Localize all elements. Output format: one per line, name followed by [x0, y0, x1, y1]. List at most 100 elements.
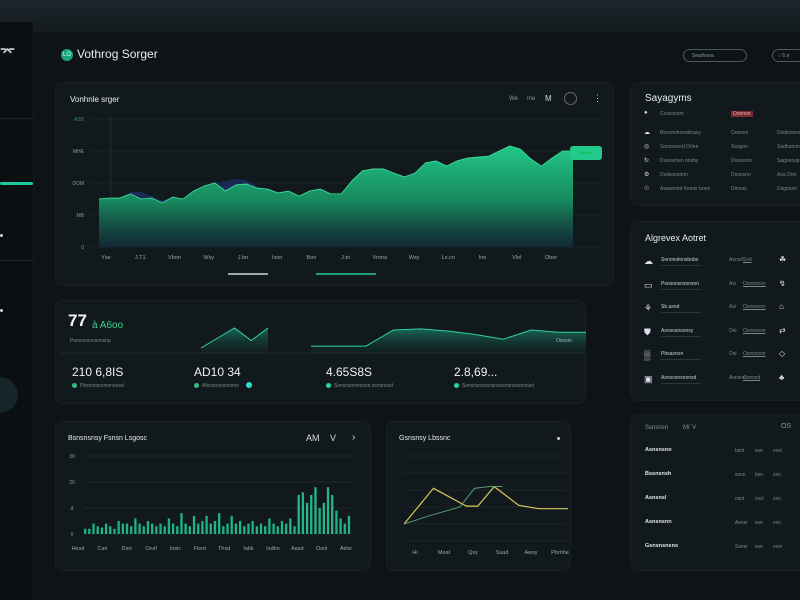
- bar: [125, 523, 129, 534]
- search-circle-icon[interactable]: [564, 92, 577, 105]
- bar: [163, 526, 166, 534]
- sidebar-logo-icon[interactable]: ⌤: [0, 44, 15, 59]
- agent-icon: ▭: [644, 279, 653, 290]
- x-tick-label: Hesd: [72, 546, 85, 552]
- table-header-filter[interactable]: Mi’ V: [683, 425, 697, 431]
- agent-name: Psnsonsnsonsnn: [661, 280, 700, 287]
- agent-row[interactable]: ▣ Asnsosnsnonsd Asnsno Osnsnd ♣: [631, 372, 800, 394]
- agent-row[interactable]: ⛊ Asnsosnsonsy Osi Osnsonsn ⇄: [631, 325, 800, 347]
- bar-range-am[interactable]: AM: [306, 433, 320, 443]
- x-tick-label: Pbrnhe: [551, 550, 569, 556]
- agent-row[interactable]: ▭ Psnsonsnsonsnn Asi Osnsonon ↯: [631, 278, 800, 300]
- agent-tag[interactable]: Osnsonon: [743, 304, 766, 310]
- table-cell-name: Bssnsnsh: [645, 471, 672, 477]
- agent-row[interactable]: ⚘ Sb.asnd Asi Osnsonon ⌂: [631, 302, 800, 323]
- bar: [297, 495, 300, 534]
- agent-action-icon[interactable]: ⌂: [779, 302, 784, 311]
- system-name: Snosssnod Orlon: [660, 144, 699, 150]
- agent-action-icon[interactable]: ⇄: [779, 325, 786, 335]
- bar: [272, 523, 275, 534]
- main-chart-card: Vonhnle srger We Ine M ⋮ 0 MB DOM MHE ASB Yse…: [55, 82, 614, 286]
- agent-name: Pbsasnon: [661, 351, 684, 357]
- agent-tag[interactable]: Osnsonon: [743, 280, 766, 287]
- agent-icon: ☁: [644, 256, 653, 266]
- range-button-we[interactable]: We: [509, 96, 518, 102]
- x-tick-label: Ssad: [496, 550, 509, 556]
- x-tick-label: Dsrt: [122, 546, 133, 552]
- kpi-headline-sub: à A6oo: [92, 320, 124, 331]
- cloud-icon: ☁: [644, 130, 650, 136]
- search-input[interactable]: Searhnea: [683, 49, 747, 62]
- table-cell: vssl: [755, 496, 764, 502]
- x-tick-label: J.T1: [135, 255, 146, 261]
- sidebar-item-active[interactable]: [0, 182, 33, 185]
- bar-range-v[interactable]: V: [330, 433, 337, 443]
- bar: [192, 515, 196, 534]
- agent-tag[interactable]: Osnsonsn: [743, 327, 766, 334]
- kpi-headline-caption: Pasnsnsonsnnsnp: [70, 338, 111, 344]
- agent-tag[interactable]: Ssd: [743, 257, 752, 263]
- bar: [205, 515, 208, 534]
- agent-action-icon[interactable]: ◇: [779, 349, 786, 358]
- table-row[interactable]: Asnsnsl osnt vssl ssn: [631, 495, 800, 507]
- kpi-item[interactable]: 210 6,8IS Pbsnsnsnonsnonsd: [72, 365, 192, 395]
- range-button-m[interactable]: M: [545, 94, 552, 103]
- agent-action-icon[interactable]: ↯: [779, 278, 786, 288]
- line-chart-menu-dot[interactable]: [557, 437, 560, 440]
- table-cell: bsnt: [735, 448, 745, 454]
- agent-tag[interactable]: Osnsnd: [743, 374, 761, 381]
- table-row[interactable]: Asnsnsnn Asnsr ssn vsn: [631, 519, 800, 531]
- table-cell-name: Asnsnsl: [645, 495, 667, 501]
- range-button-ine[interactable]: Ine: [527, 96, 536, 102]
- kpi-value: 2.8,69...: [454, 365, 498, 379]
- system-row[interactable]: ☉ Asaaomnt Inonsr bons Dsrsas Dsgnonn: [631, 185, 800, 197]
- system-name: Dssosmen onsby: [660, 158, 699, 164]
- table-row[interactable]: Asnsnsno bsnt ssn vsst: [631, 447, 800, 459]
- system-row[interactable]: ● Cossonsm Ovenon: [631, 110, 800, 122]
- y-tick-label: 20: [69, 480, 75, 486]
- agent-underline: [661, 382, 701, 384]
- kebab-menu-icon[interactable]: ⋮: [593, 93, 602, 103]
- agent-meta: Asi: [729, 304, 736, 310]
- x-tick-label: Aklsr: [340, 546, 352, 552]
- agent-action-icon[interactable]: ♣: [779, 372, 785, 382]
- line-chart: Hi Meat Qsy Ssad Awsy Pbrnhe: [403, 455, 569, 556]
- x-tick-label: J.tn: [341, 255, 350, 261]
- bar: [310, 495, 313, 534]
- kpi-caption: Afsnsnsnonsnon: [202, 383, 239, 389]
- x-tick-label: Aasd: [291, 546, 304, 552]
- sidebar-item-settings[interactable]: [0, 309, 3, 312]
- kpi-item[interactable]: 4.65S8S Ssnsnsnsmsnsn.ssnsnnsd: [326, 365, 446, 395]
- table-row[interactable]: Gsnsnsnsns Ssnsr ssn vsm: [631, 543, 800, 555]
- agent-row[interactable]: ☁ Senonstonsbobs Asnsd Ssd ☘: [631, 255, 800, 276]
- system-row[interactable]: ◎ Snosssnod Orlon Ssagon Sadhonon: [631, 143, 800, 155]
- agent-action-icon[interactable]: ☘: [779, 255, 787, 264]
- agent-row[interactable]: ▒ Pbsasnon Osi Osnsnson ◇: [631, 349, 800, 370]
- system-row[interactable]: ↻ Dssosmen onsby Dssosom Sagnonsp: [631, 157, 800, 169]
- bar: [314, 487, 317, 534]
- kpi-headline: 77: [68, 311, 87, 330]
- chart-scrollbar-range[interactable]: [316, 273, 376, 275]
- sidebar-item-dot[interactable]: [0, 234, 3, 237]
- agent-tag[interactable]: Osnsnson: [743, 351, 766, 357]
- status-dot-icon: [246, 382, 252, 388]
- x-tick-label: Ison: [272, 255, 282, 261]
- kpi-item[interactable]: AD10 34 Afsnsnsnonsnon: [194, 365, 314, 395]
- line-series: [403, 485, 568, 525]
- kpi-item[interactable]: 2.8,69... Ssnsnsnsnsnsnsnsnsnsnsnsnsd: [454, 365, 574, 395]
- x-tick-label: Iabk: [243, 546, 254, 552]
- bar: [243, 526, 246, 534]
- table-row[interactable]: Bssnsnsh ssnn bsn ssn: [631, 471, 800, 483]
- system-row[interactable]: ☁ Bovonshonsbhasy Oassno Dsdsnsnon: [631, 129, 800, 141]
- bar: [285, 523, 288, 534]
- table-cell: vsm: [773, 544, 783, 550]
- bar: [339, 518, 342, 534]
- bar-next-button[interactable]: ›: [352, 432, 356, 443]
- sidebar-profile-avatar[interactable]: [0, 377, 18, 413]
- header-button[interactable]: ○ 6.rr: [772, 49, 800, 62]
- chart-scrollbar[interactable]: [228, 273, 268, 275]
- x-tick-label: Isdbn: [266, 546, 279, 552]
- x-tick-label: Vlol: [512, 255, 521, 261]
- bar: [117, 521, 120, 534]
- system-row[interactable]: ⚙ Dsdsonsnon Dsonsno Asa Oon: [631, 171, 800, 183]
